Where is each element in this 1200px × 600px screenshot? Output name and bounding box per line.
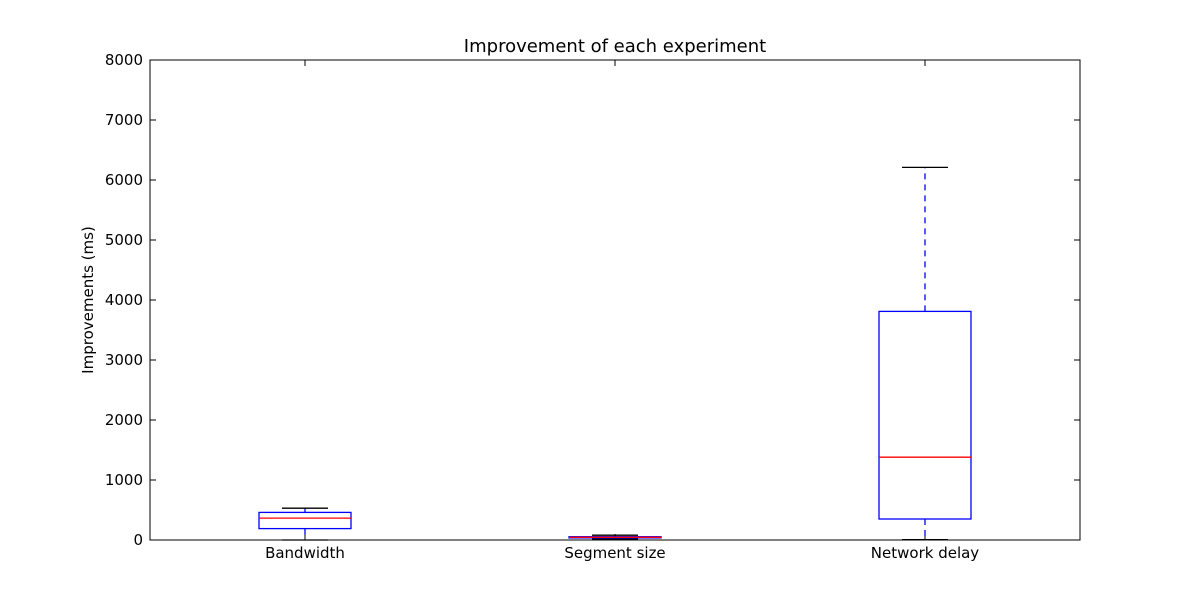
y-tick-label: 0 <box>133 531 143 549</box>
plot-frame <box>149 59 1081 541</box>
y-tick-label: 3000 <box>105 351 143 369</box>
y-tick-label: 5000 <box>105 231 143 249</box>
y-tick-label: 7000 <box>105 111 143 129</box>
plot-area: 0 1000 2000 3000 4000 5000 6000 7000 8000 Bandwid… <box>105 51 1080 562</box>
y-axis-title: Improvements (ms) <box>79 226 97 374</box>
y-tick-label: 2000 <box>105 411 143 429</box>
x-tick-label: Network delay <box>871 544 980 562</box>
y-tick-label: 6000 <box>105 171 143 189</box>
y-tick-label: 8000 <box>105 51 143 69</box>
y-tick-label: 1000 <box>105 471 143 489</box>
y-tick-label: 4000 <box>105 291 143 309</box>
chart-title: Improvement of each experiment <box>464 36 766 57</box>
x-tick-label: Segment size <box>564 544 665 562</box>
box-iqr <box>878 310 972 520</box>
x-tick-label: Bandwidth <box>265 544 345 562</box>
box-iqr <box>258 511 352 530</box>
